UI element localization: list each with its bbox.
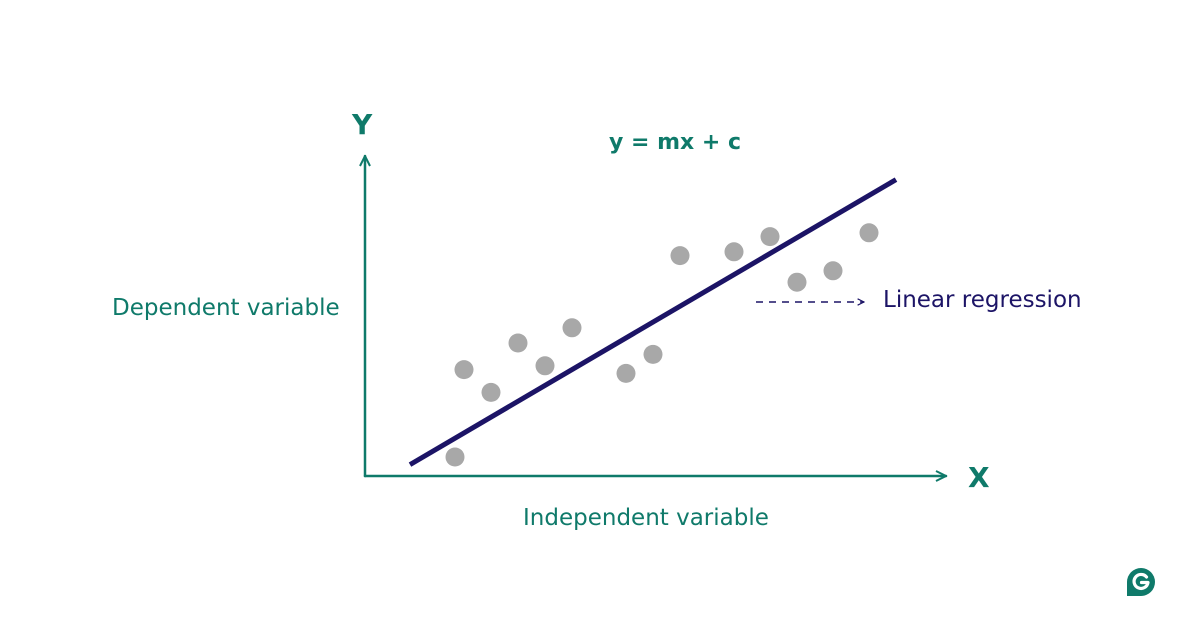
data-point <box>643 344 663 364</box>
data-point <box>562 318 582 338</box>
regression-equation: y = mx + c <box>609 130 741 155</box>
y-axis-title: Y <box>352 108 373 141</box>
data-point <box>760 227 780 247</box>
x-axis-title: X <box>968 461 990 494</box>
data-point <box>823 261 843 281</box>
data-point <box>859 223 879 243</box>
data-point <box>616 363 636 383</box>
data-point <box>787 272 807 292</box>
regression-line <box>408 177 898 467</box>
data-point <box>454 360 474 380</box>
data-point <box>535 356 555 376</box>
data-point <box>724 242 744 262</box>
grammarly-logo-icon <box>1127 568 1155 596</box>
y-axis-label: Dependent variable <box>112 295 340 321</box>
data-point <box>670 246 690 266</box>
data-point <box>508 333 528 353</box>
data-point <box>445 447 465 467</box>
x-axis-label: Independent variable <box>523 505 769 531</box>
legend-label: Linear regression <box>883 287 1082 313</box>
data-points <box>445 223 879 467</box>
data-point <box>481 382 501 402</box>
